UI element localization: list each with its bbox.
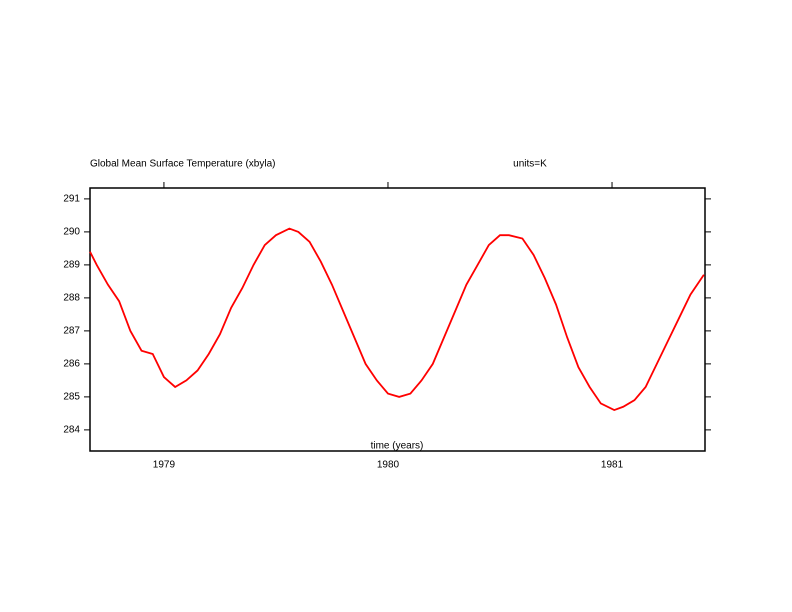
- y-tick-label: 284: [63, 425, 80, 436]
- y-tick-label: 290: [63, 227, 80, 238]
- x-tick-label: 1979: [153, 460, 176, 471]
- x-axis-label: time (years): [371, 441, 424, 452]
- y-tick-label: 288: [63, 293, 80, 304]
- y-tick-label: 285: [63, 392, 80, 403]
- chart-title: Global Mean Surface Temperature (xbyla): [90, 159, 275, 170]
- plot-frame: [89, 187, 706, 452]
- y-tick-label: 286: [63, 359, 80, 370]
- y-tick-label: 289: [63, 260, 80, 271]
- data-line: [89, 227, 705, 412]
- y-tick-label: 291: [63, 194, 80, 205]
- x-tick-label: 1981: [601, 460, 624, 471]
- chart-subtitle: units=K: [513, 159, 547, 170]
- x-tick-label: 1980: [377, 460, 400, 471]
- y-tick-label: 287: [63, 326, 80, 337]
